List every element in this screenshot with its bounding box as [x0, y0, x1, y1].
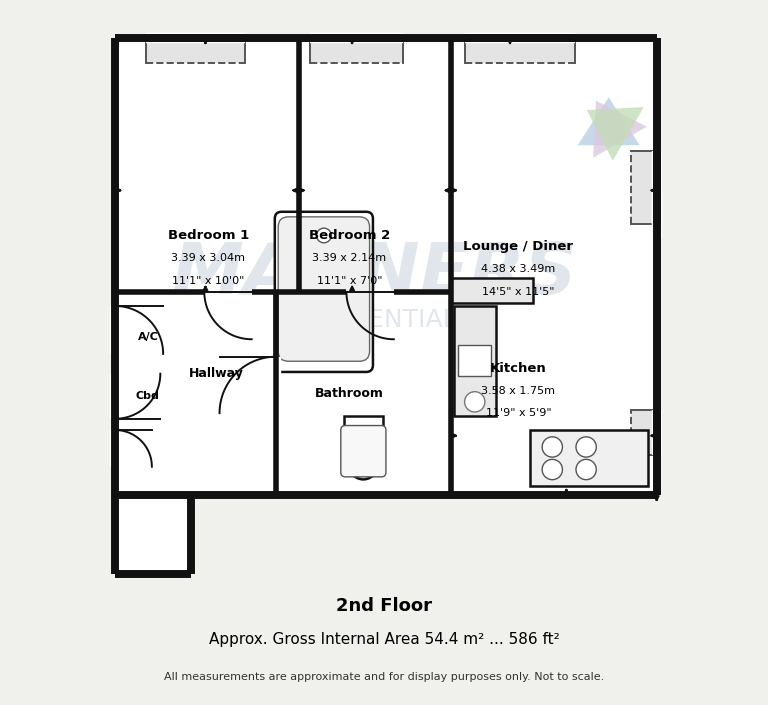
Text: MANNERS: MANNERS: [172, 240, 578, 309]
Bar: [458, 345, 492, 376]
Text: 11'9" x 5'9": 11'9" x 5'9": [485, 408, 551, 418]
Polygon shape: [578, 97, 640, 145]
Circle shape: [576, 437, 596, 457]
Text: 2nd Floor: 2nd Floor: [336, 597, 432, 615]
Bar: [343, 416, 383, 444]
FancyBboxPatch shape: [275, 212, 373, 372]
Text: Bedroom 2: Bedroom 2: [309, 229, 390, 242]
Bar: [465, 38, 575, 63]
Circle shape: [465, 392, 485, 412]
Text: RESIDENTIAL: RESIDENTIAL: [293, 308, 457, 332]
Circle shape: [542, 460, 562, 479]
Text: Cbd: Cbd: [136, 391, 160, 401]
Circle shape: [576, 460, 596, 479]
Bar: [146, 38, 245, 63]
Text: Hallway: Hallway: [189, 367, 244, 380]
Text: 3.39 x 2.14m: 3.39 x 2.14m: [313, 253, 386, 263]
Text: 3.58 x 1.75m: 3.58 x 1.75m: [482, 386, 555, 396]
FancyBboxPatch shape: [278, 217, 369, 361]
Text: 11'1" x 7'0": 11'1" x 7'0": [316, 276, 382, 286]
Bar: [631, 410, 657, 455]
Text: 4.38 x 3.49m: 4.38 x 3.49m: [482, 264, 555, 274]
Bar: [631, 151, 657, 224]
Text: 11'1" x 10'0": 11'1" x 10'0": [172, 276, 244, 286]
Bar: [115, 495, 191, 574]
Text: Bathroom: Bathroom: [315, 387, 384, 400]
Text: 3.39 x 3.04m: 3.39 x 3.04m: [171, 253, 245, 263]
Text: A/C: A/C: [137, 332, 158, 342]
Bar: [454, 306, 496, 416]
Bar: [451, 278, 532, 303]
Text: Lounge / Diner: Lounge / Diner: [463, 240, 574, 253]
Bar: [115, 38, 657, 495]
Polygon shape: [593, 101, 647, 158]
Bar: [530, 430, 648, 486]
Bar: [310, 38, 403, 63]
Text: Kitchen: Kitchen: [490, 362, 547, 374]
Text: Bedroom 1: Bedroom 1: [167, 229, 249, 242]
Circle shape: [542, 437, 562, 457]
Ellipse shape: [345, 431, 382, 479]
Circle shape: [316, 228, 331, 243]
Text: 14'5" x 11'5": 14'5" x 11'5": [482, 287, 554, 297]
Text: All measurements are approximate and for display purposes only. Not to scale.: All measurements are approximate and for…: [164, 672, 604, 682]
Text: Approx. Gross Internal Area 54.4 m² ... 586 ft²: Approx. Gross Internal Area 54.4 m² ... …: [209, 632, 559, 646]
Polygon shape: [587, 107, 644, 161]
FancyBboxPatch shape: [341, 426, 386, 477]
